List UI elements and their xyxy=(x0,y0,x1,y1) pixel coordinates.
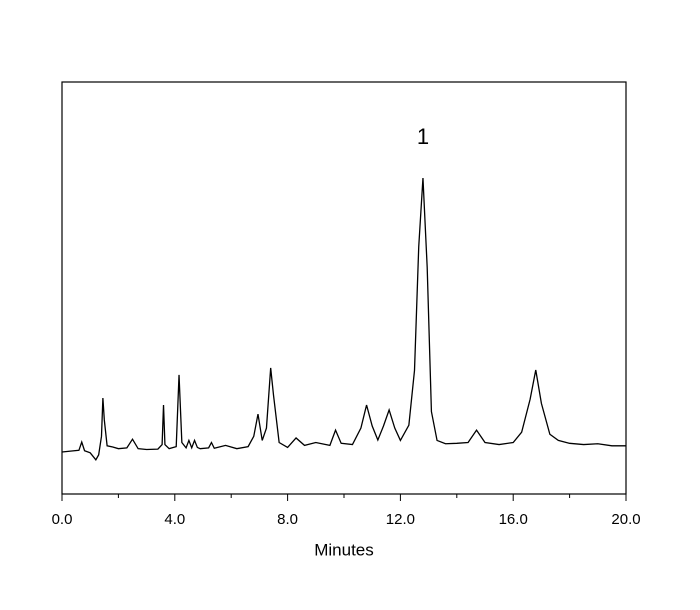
chromatogram-trace xyxy=(61,177,626,461)
x-tick-label: 12.0 xyxy=(386,511,415,528)
x-tick-label: 20.0 xyxy=(611,511,640,528)
x-tick-label: 16.0 xyxy=(499,511,528,528)
x-tick-label: 8.0 xyxy=(277,511,298,528)
peak-annotation: 1 xyxy=(417,124,429,149)
x-tick-label: 4.0 xyxy=(164,511,185,528)
x-axis-label: Minutes xyxy=(314,540,374,559)
plot-frame xyxy=(61,81,627,495)
x-tick-label: 0.0 xyxy=(52,511,73,528)
